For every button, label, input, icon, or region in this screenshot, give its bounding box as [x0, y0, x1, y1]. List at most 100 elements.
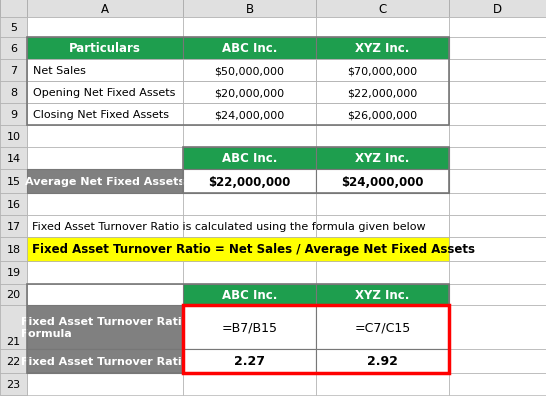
Bar [27, 147, 183, 170]
Text: Fixed Asset Turnover Ratio is calculated using the formula given below: Fixed Asset Turnover Ratio is calculated… [32, 221, 426, 231]
Bar [0, 18, 27, 38]
Text: 8: 8 [10, 88, 17, 98]
Bar [27, 104, 183, 126]
Text: 2.92: 2.92 [367, 355, 398, 368]
Bar [0, 38, 27, 60]
Bar [183, 349, 316, 373]
Bar [0, 170, 27, 194]
Bar [0, 373, 27, 395]
Text: 2.27: 2.27 [234, 355, 265, 368]
Text: XYZ Inc.: XYZ Inc. [355, 43, 410, 55]
Text: ABC Inc.: ABC Inc. [222, 152, 277, 165]
Bar [316, 305, 449, 349]
Bar [449, 126, 546, 147]
Text: ABC Inc.: ABC Inc. [222, 288, 277, 301]
Bar [183, 38, 316, 60]
Text: =B7/B15: =B7/B15 [222, 321, 277, 334]
Text: $50,000,000: $50,000,000 [215, 66, 284, 76]
Text: 9: 9 [10, 110, 17, 120]
Bar [27, 284, 449, 373]
Bar [183, 284, 316, 305]
Bar [0, 284, 27, 305]
Bar [316, 147, 449, 170]
Bar [27, 349, 183, 373]
Bar [183, 147, 449, 194]
Bar [183, 38, 316, 60]
Bar [0, 147, 27, 170]
Text: Fixed Asset Turnover Ratio: Fixed Asset Turnover Ratio [21, 356, 189, 366]
Bar [449, 60, 546, 82]
Text: 21: 21 [7, 336, 21, 346]
Bar [449, 216, 546, 237]
Bar [0, 194, 27, 216]
Bar [0, 104, 27, 126]
Bar [0, 261, 27, 284]
Bar [449, 373, 546, 395]
Bar [0, 147, 27, 170]
Text: 18: 18 [7, 244, 21, 254]
Bar [449, 18, 546, 38]
Bar [183, 216, 316, 237]
Text: $26,000,000: $26,000,000 [347, 110, 418, 120]
Bar [27, 170, 183, 194]
Text: XYZ Inc.: XYZ Inc. [355, 288, 410, 301]
Text: 5: 5 [10, 23, 17, 33]
Bar [316, 170, 449, 194]
Bar [0, 18, 27, 38]
Bar [0, 237, 27, 261]
Bar [27, 237, 449, 261]
Text: $22,000,000: $22,000,000 [347, 88, 418, 98]
Bar [316, 82, 449, 104]
Bar [27, 38, 183, 60]
Bar [27, 237, 183, 261]
Bar [27, 194, 183, 216]
Bar [0, 60, 27, 82]
Bar [27, 38, 449, 126]
Bar [183, 284, 316, 305]
Bar [449, 104, 546, 126]
Bar [27, 349, 183, 373]
Bar [183, 147, 316, 170]
Bar [27, 126, 183, 147]
Text: $20,000,000: $20,000,000 [215, 88, 284, 98]
Text: 23: 23 [7, 379, 21, 389]
Bar [449, 147, 546, 170]
Bar [316, 261, 449, 284]
Text: Closing Net Fixed Assets: Closing Net Fixed Assets [33, 110, 169, 120]
Bar [0, 349, 27, 373]
Text: 10: 10 [7, 132, 21, 142]
Text: Particulars: Particulars [69, 43, 141, 55]
Bar [449, 261, 546, 284]
Bar [0, 170, 27, 194]
Bar [449, 194, 546, 216]
Text: D: D [493, 2, 502, 15]
Bar [183, 237, 316, 261]
Text: $70,000,000: $70,000,000 [347, 66, 418, 76]
Bar [0, 60, 27, 82]
Text: Net Sales: Net Sales [33, 66, 86, 76]
Bar [449, 305, 546, 349]
Bar [183, 373, 316, 395]
Bar [449, 284, 546, 305]
Text: C: C [378, 2, 387, 15]
Bar [183, 349, 316, 373]
Bar [183, 305, 449, 373]
Bar [316, 38, 449, 60]
Bar [27, 373, 183, 395]
Bar [0, 237, 27, 261]
Bar [316, 147, 449, 170]
Bar [316, 349, 449, 373]
Bar [316, 38, 449, 60]
Bar [316, 60, 449, 82]
Text: 14: 14 [7, 154, 21, 164]
Text: $22,000,000: $22,000,000 [209, 175, 290, 188]
Bar [316, 284, 449, 305]
Text: Average Net Fixed Assets: Average Net Fixed Assets [25, 177, 185, 187]
Text: Fixed Asset Turnover Ratio = Net Sales / Average Net Fixed Assets: Fixed Asset Turnover Ratio = Net Sales /… [32, 243, 475, 256]
Bar [27, 82, 183, 104]
Text: 7: 7 [10, 66, 17, 76]
Bar [449, 216, 546, 237]
Bar [0, 305, 27, 349]
Bar [449, 82, 546, 104]
Text: 19: 19 [7, 268, 21, 278]
